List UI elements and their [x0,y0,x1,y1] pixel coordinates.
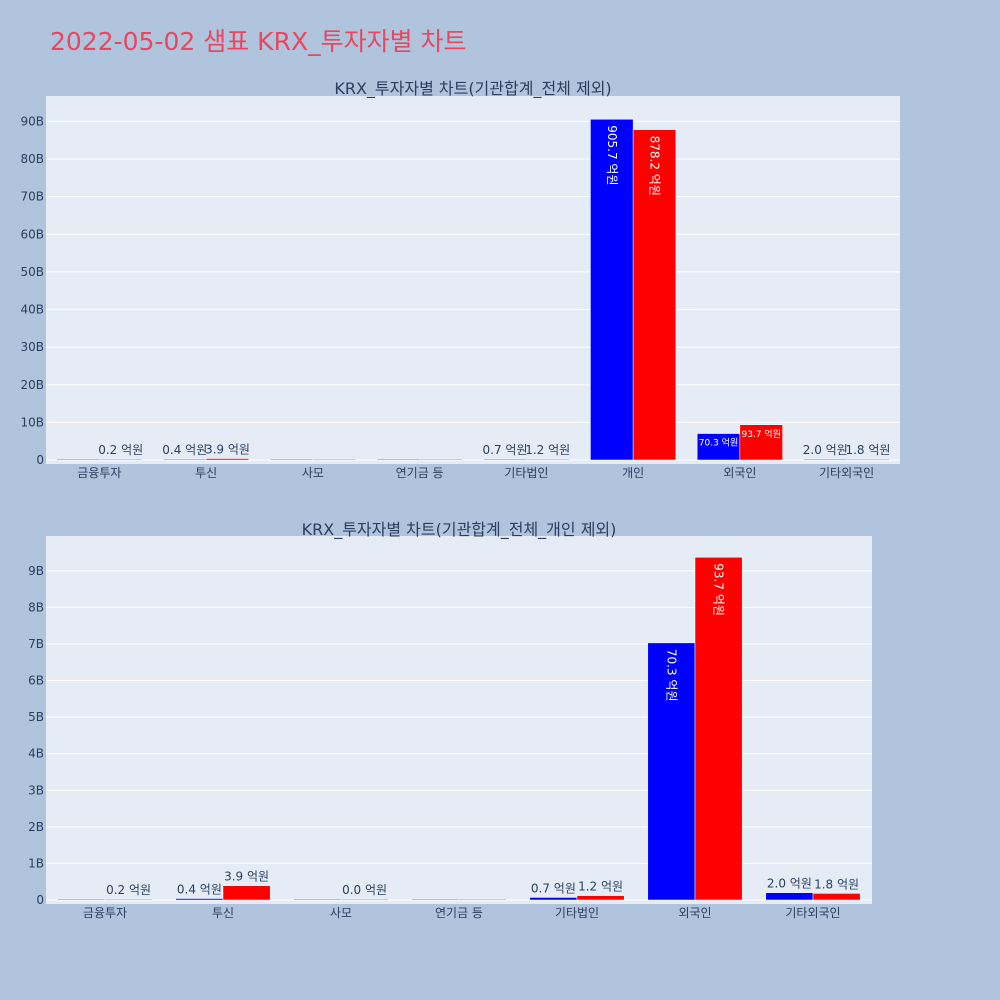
bar [293,898,342,901]
data-label: 70.3 억원 [699,437,738,449]
chart-2: 0 1B 2B 3B 4B 5B 6B 7B 8B 9B KRX_투자자별 차트(기관합계_전체_개… [28,520,872,920]
bar [529,897,578,901]
plot-area [46,96,900,464]
y-tick-label: 30B [20,340,44,354]
x-tick-label: 투신 [212,906,234,920]
bar [812,893,861,901]
bar [376,458,420,461]
y-tick-label: 5B [28,710,44,724]
x-tick-label: 투신 [195,466,217,480]
data-label: 878.2 억원 [647,136,661,196]
y-tick-label: 9B [28,564,44,578]
x-tick-label: 사모 [302,466,324,480]
x-tick-label: 사모 [330,906,352,920]
data-label: 93.7 억원 [741,428,780,440]
data-label: 3.9 억원 [205,443,250,457]
x-tick-label: 금융투자 [83,906,127,920]
chart-1: 0 10B 20B 30B 40B 50B 60B 70B 80B 90B KRX_투자자별 차트(… [20,79,900,480]
y-tick-label: 3B [28,783,44,797]
bar [411,898,460,901]
x-tick-label: 기타법인 [504,466,548,480]
bar [56,458,100,461]
y-tick-label: 6B [28,674,44,688]
bar [739,424,783,461]
bar [803,458,847,461]
y-tick-label: 50B [20,265,44,279]
x-tick-label: 금융투자 [77,466,121,480]
page-title: 2022-05-02 샘표 KRX_투자자별 차트 [50,27,467,56]
bar [222,885,271,901]
chart-title: KRX_투자자별 차트(기관합계_전체_개인 제외) [302,520,617,540]
data-label: 0.2 억원 [98,443,143,457]
x-tick-label: 연기금 등 [435,906,483,920]
data-label: 0.7 억원 [531,881,576,895]
bar [340,898,389,901]
bar [458,898,507,901]
bar [647,642,696,901]
data-label: 3.9 억원 [224,870,269,884]
bar [483,458,527,461]
y-tick-label: 10B [20,415,44,429]
data-label: 70.3 억원 [664,649,678,702]
x-tick-label: 개인 [622,466,644,480]
y-tick-label: 1B [28,856,44,870]
bar [419,458,463,461]
bar [696,433,741,461]
bar [163,458,207,461]
data-label: 0.2 억원 [106,883,151,897]
x-tick-label: 외국인 [723,466,756,480]
bar [526,458,570,461]
x-tick-label: 외국인 [678,906,711,920]
y-tick-label: 8B [28,600,44,614]
data-label: 1.2 억원 [525,443,570,457]
y-tick-label: 70B [20,190,44,204]
y-tick-label: 80B [20,152,44,166]
plot-area [46,536,872,904]
bar [576,895,625,901]
x-tick-label: 기타외국인 [819,466,874,480]
bar [694,557,743,901]
bar [99,458,143,461]
chart-title: KRX_투자자별 차트(기관합계_전체 제외) [334,79,611,99]
data-label: 2.0 억원 [803,443,848,457]
data-label: 1.8 억원 [845,443,890,457]
data-label: 0.4 억원 [162,443,207,457]
bar [57,898,106,901]
x-tick-label: 연기금 등 [396,466,444,480]
y-tick-label: 2B [28,820,44,834]
y-tick-label: 60B [20,227,44,241]
y-tick-label: 20B [20,378,44,392]
bar [312,458,356,461]
bar [104,898,153,901]
x-tick-label: 기타외국인 [785,906,840,920]
bar [205,458,250,461]
data-label: 93.7 억원 [712,563,726,616]
data-label: 0.4 억원 [177,883,222,897]
bar [269,458,314,461]
bar [846,458,890,461]
y-tick-label: 40B [20,303,44,317]
data-label: 1.2 억원 [578,880,623,894]
data-label: 0.0 억원 [342,883,387,897]
data-label: 1.8 억원 [814,877,859,891]
y-tick-label: 7B [28,637,44,651]
bar [632,129,677,461]
y-tick-label: 0 [36,893,44,907]
y-tick-label: 0 [36,453,44,467]
y-tick-label: 90B [20,114,44,128]
x-tick-label: 기타법인 [555,906,599,920]
bar [175,898,224,901]
data-label: 2.0 억원 [767,877,812,891]
y-tick-label: 4B [28,747,44,761]
data-label: 905.7 억원 [605,125,619,185]
data-label: 0.7 억원 [483,443,528,457]
bar [765,892,814,901]
bar [590,119,634,461]
